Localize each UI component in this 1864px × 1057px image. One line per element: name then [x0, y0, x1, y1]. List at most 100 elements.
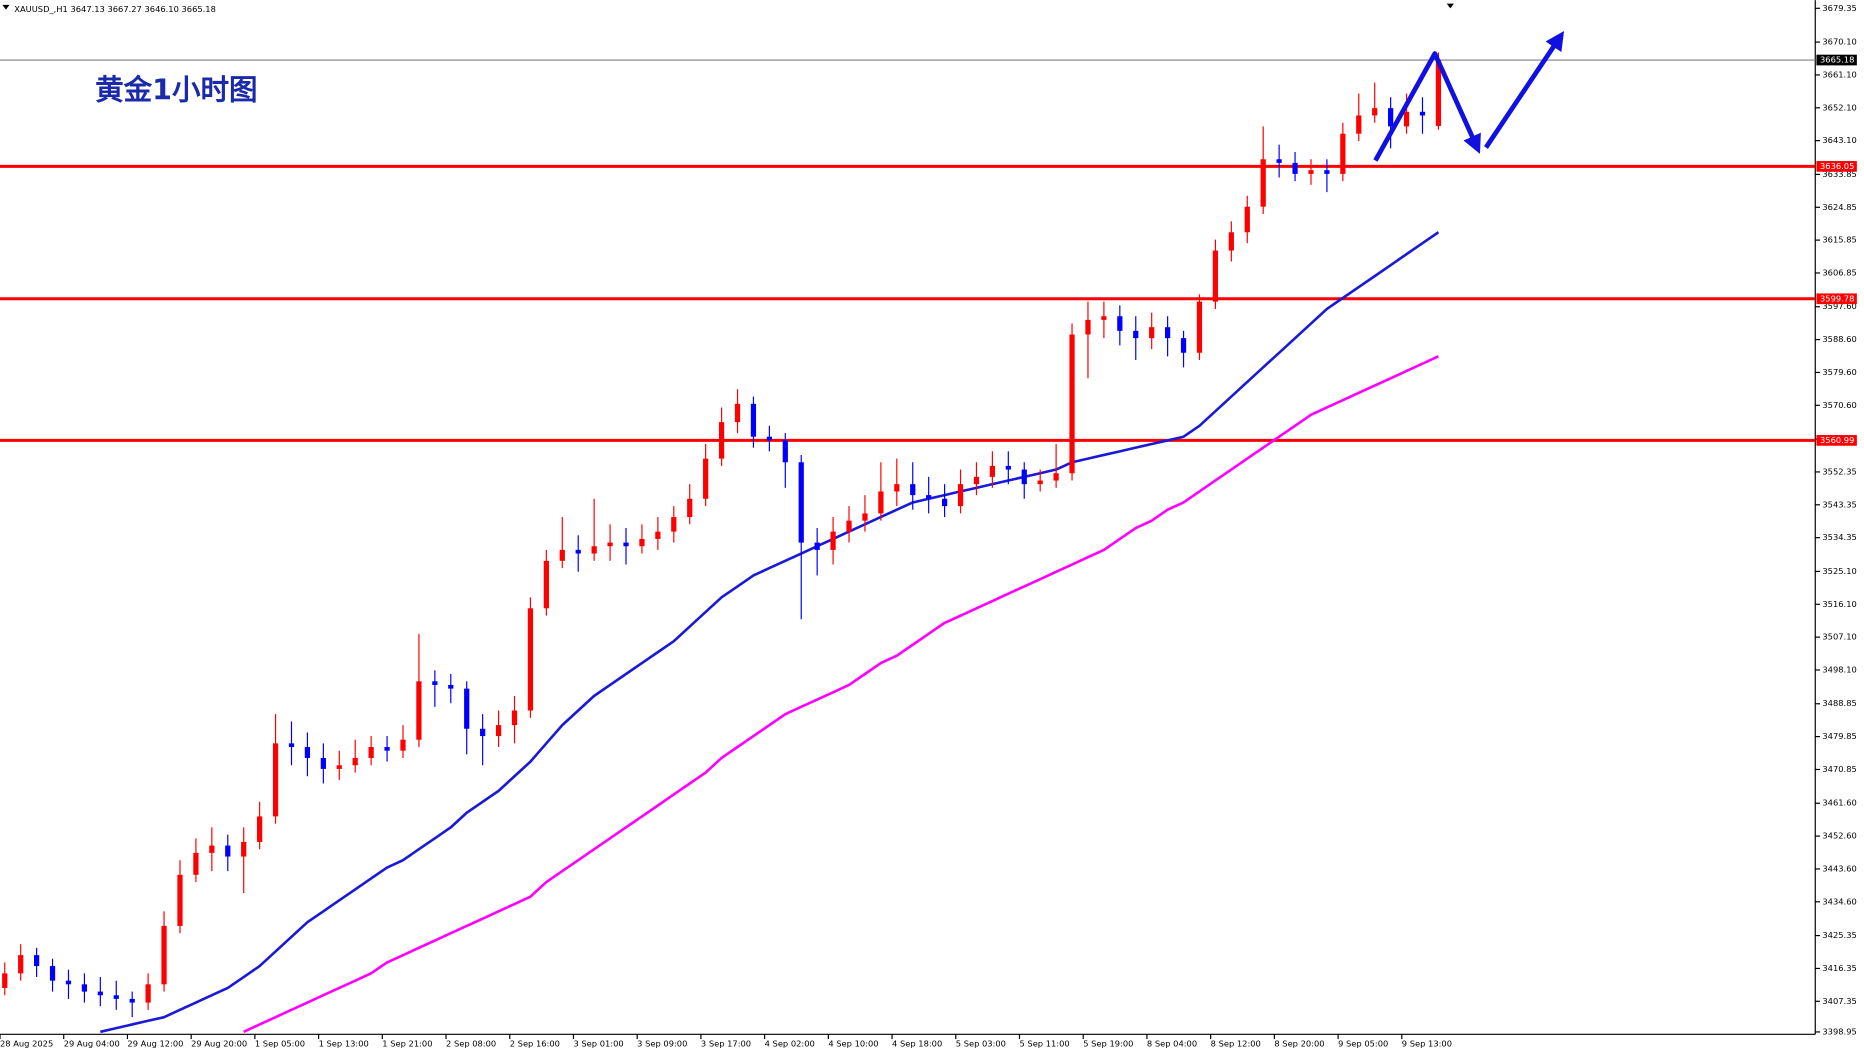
candle-body: [225, 845, 231, 857]
candle-body: [65, 980, 72, 985]
candle-body: [1388, 108, 1394, 127]
y-tick-label: 3633.85: [1822, 169, 1856, 179]
y-tick-label: 3416.35: [1822, 963, 1856, 973]
candle-body: [910, 484, 916, 496]
x-tick-label: 3 Sep 01:00: [573, 1038, 623, 1048]
chart-title: 黄金1小时图: [95, 74, 257, 107]
candle-body: [559, 549, 565, 561]
y-tick-label: 3624.85: [1822, 202, 1856, 212]
y-tick-label: 3407.35: [1822, 996, 1856, 1006]
candle-body: [304, 747, 311, 758]
current-price-box: [1816, 54, 1857, 66]
y-tick-label: 3643.10: [1822, 135, 1856, 145]
candle-body: [320, 757, 326, 769]
level-label: 3560.99: [1820, 435, 1854, 445]
candle-body: [1053, 473, 1059, 481]
candle-body: [926, 495, 932, 499]
candle-body: [1419, 111, 1426, 116]
y-tick-label: 3652.10: [1822, 102, 1856, 112]
y-tick-label: 3552.35: [1822, 466, 1856, 476]
x-tick-label: 5 Sep 19:00: [1083, 1038, 1133, 1048]
x-tick-label: 1 Sep 05:00: [255, 1038, 305, 1048]
y-tick-label: 3597.60: [1822, 301, 1856, 311]
candle-body: [1276, 159, 1282, 163]
candle-body: [1149, 327, 1155, 339]
level-label-box: [1816, 161, 1857, 172]
candle-body: [1133, 330, 1139, 339]
x-tick-label: 4 Sep 18:00: [892, 1038, 942, 1048]
y-tick-label: 3570.60: [1822, 400, 1856, 410]
candle-body: [145, 984, 151, 1003]
candle-body: [1308, 170, 1314, 174]
candle-body: [1037, 480, 1043, 485]
candle-body: [894, 484, 900, 492]
candle-body: [575, 549, 581, 554]
candle-body: [527, 608, 534, 711]
x-tick-label: 9 Sep 05:00: [1338, 1038, 1388, 1048]
candle-body: [846, 520, 852, 532]
x-tick-label: 29 Aug 20:00: [191, 1038, 247, 1048]
x-tick-label: 3 Sep 09:00: [637, 1038, 687, 1048]
x-tick-label: 8 Sep 20:00: [1274, 1038, 1324, 1048]
candle-body: [113, 995, 119, 999]
candle-body: [1069, 334, 1075, 474]
candle-body: [1435, 60, 1442, 126]
candle-body: [766, 436, 772, 441]
y-tick-label: 3606.85: [1822, 267, 1856, 277]
y-tick-label: 3398.95: [1822, 1026, 1856, 1036]
level-label-box: [1816, 435, 1857, 446]
x-tick-label: 2 Sep 16:00: [510, 1038, 560, 1048]
y-tick-label: 3534.35: [1822, 532, 1856, 542]
candle-body: [1324, 170, 1330, 174]
candle-body: [257, 816, 263, 842]
candle-body: [878, 491, 884, 514]
y-tick-label: 3670.10: [1822, 37, 1856, 47]
x-tick-label: 8 Sep 12:00: [1211, 1038, 1261, 1048]
x-tick-label: 4 Sep 02:00: [765, 1038, 815, 1048]
candle-body: [448, 684, 454, 689]
plot: 3398.95 3407.35 3416.35 3425.35 3434.60 3443.…: [0, 3, 1857, 1048]
x-tick-label: 29 Aug 04:00: [64, 1038, 120, 1048]
x-tick-label: 29 Aug 12:00: [127, 1038, 183, 1048]
y-tick-label: 3615.85: [1822, 235, 1856, 245]
x-tick-label: 5 Sep 11:00: [1019, 1038, 1069, 1048]
candle-body: [336, 765, 342, 769]
y-tick-label: 3679.35: [1822, 3, 1856, 13]
candle-body: [416, 681, 422, 740]
candle-body: [703, 458, 709, 499]
y-tick-label: 3661.10: [1822, 69, 1856, 79]
y-tick-label: 3488.85: [1822, 698, 1856, 708]
projection-arrows: [1373, 31, 1565, 162]
candle-body: [862, 513, 868, 521]
candle-body: [798, 462, 804, 543]
arrow-up: [1483, 31, 1565, 149]
candle-body: [495, 725, 502, 737]
candle-body: [639, 538, 645, 547]
y-tick-label: 3461.60: [1822, 798, 1856, 808]
level-label-box: [1816, 293, 1857, 305]
y-tick-label: 3579.60: [1822, 367, 1856, 377]
candle-body: [734, 403, 741, 423]
y-tick-label: 3425.35: [1822, 930, 1856, 940]
candle-body: [511, 710, 518, 726]
y-tick-label: 3525.10: [1822, 566, 1856, 576]
y-tick-label: 3498.10: [1822, 664, 1856, 674]
candle-body: [1340, 133, 1346, 174]
candle-body: [272, 743, 279, 817]
candle-body: [1356, 115, 1362, 134]
shift-marker: [1446, 3, 1454, 9]
candle-body: [1372, 108, 1378, 116]
candle-body: [750, 403, 757, 437]
arrow-down: [1373, 51, 1481, 162]
candle-body: [1292, 162, 1298, 174]
candle-body: [33, 955, 40, 967]
candle-body: [718, 422, 725, 459]
x-tick-label: 28 Aug 2025: [0, 1038, 53, 1048]
candle-body: [687, 498, 693, 518]
x-tick-label: 1 Sep 21:00: [382, 1038, 432, 1048]
y-tick-label: 3470.85: [1822, 764, 1856, 774]
x-tick-label: 4 Sep 10:00: [828, 1038, 878, 1048]
candle-body: [1165, 327, 1171, 339]
